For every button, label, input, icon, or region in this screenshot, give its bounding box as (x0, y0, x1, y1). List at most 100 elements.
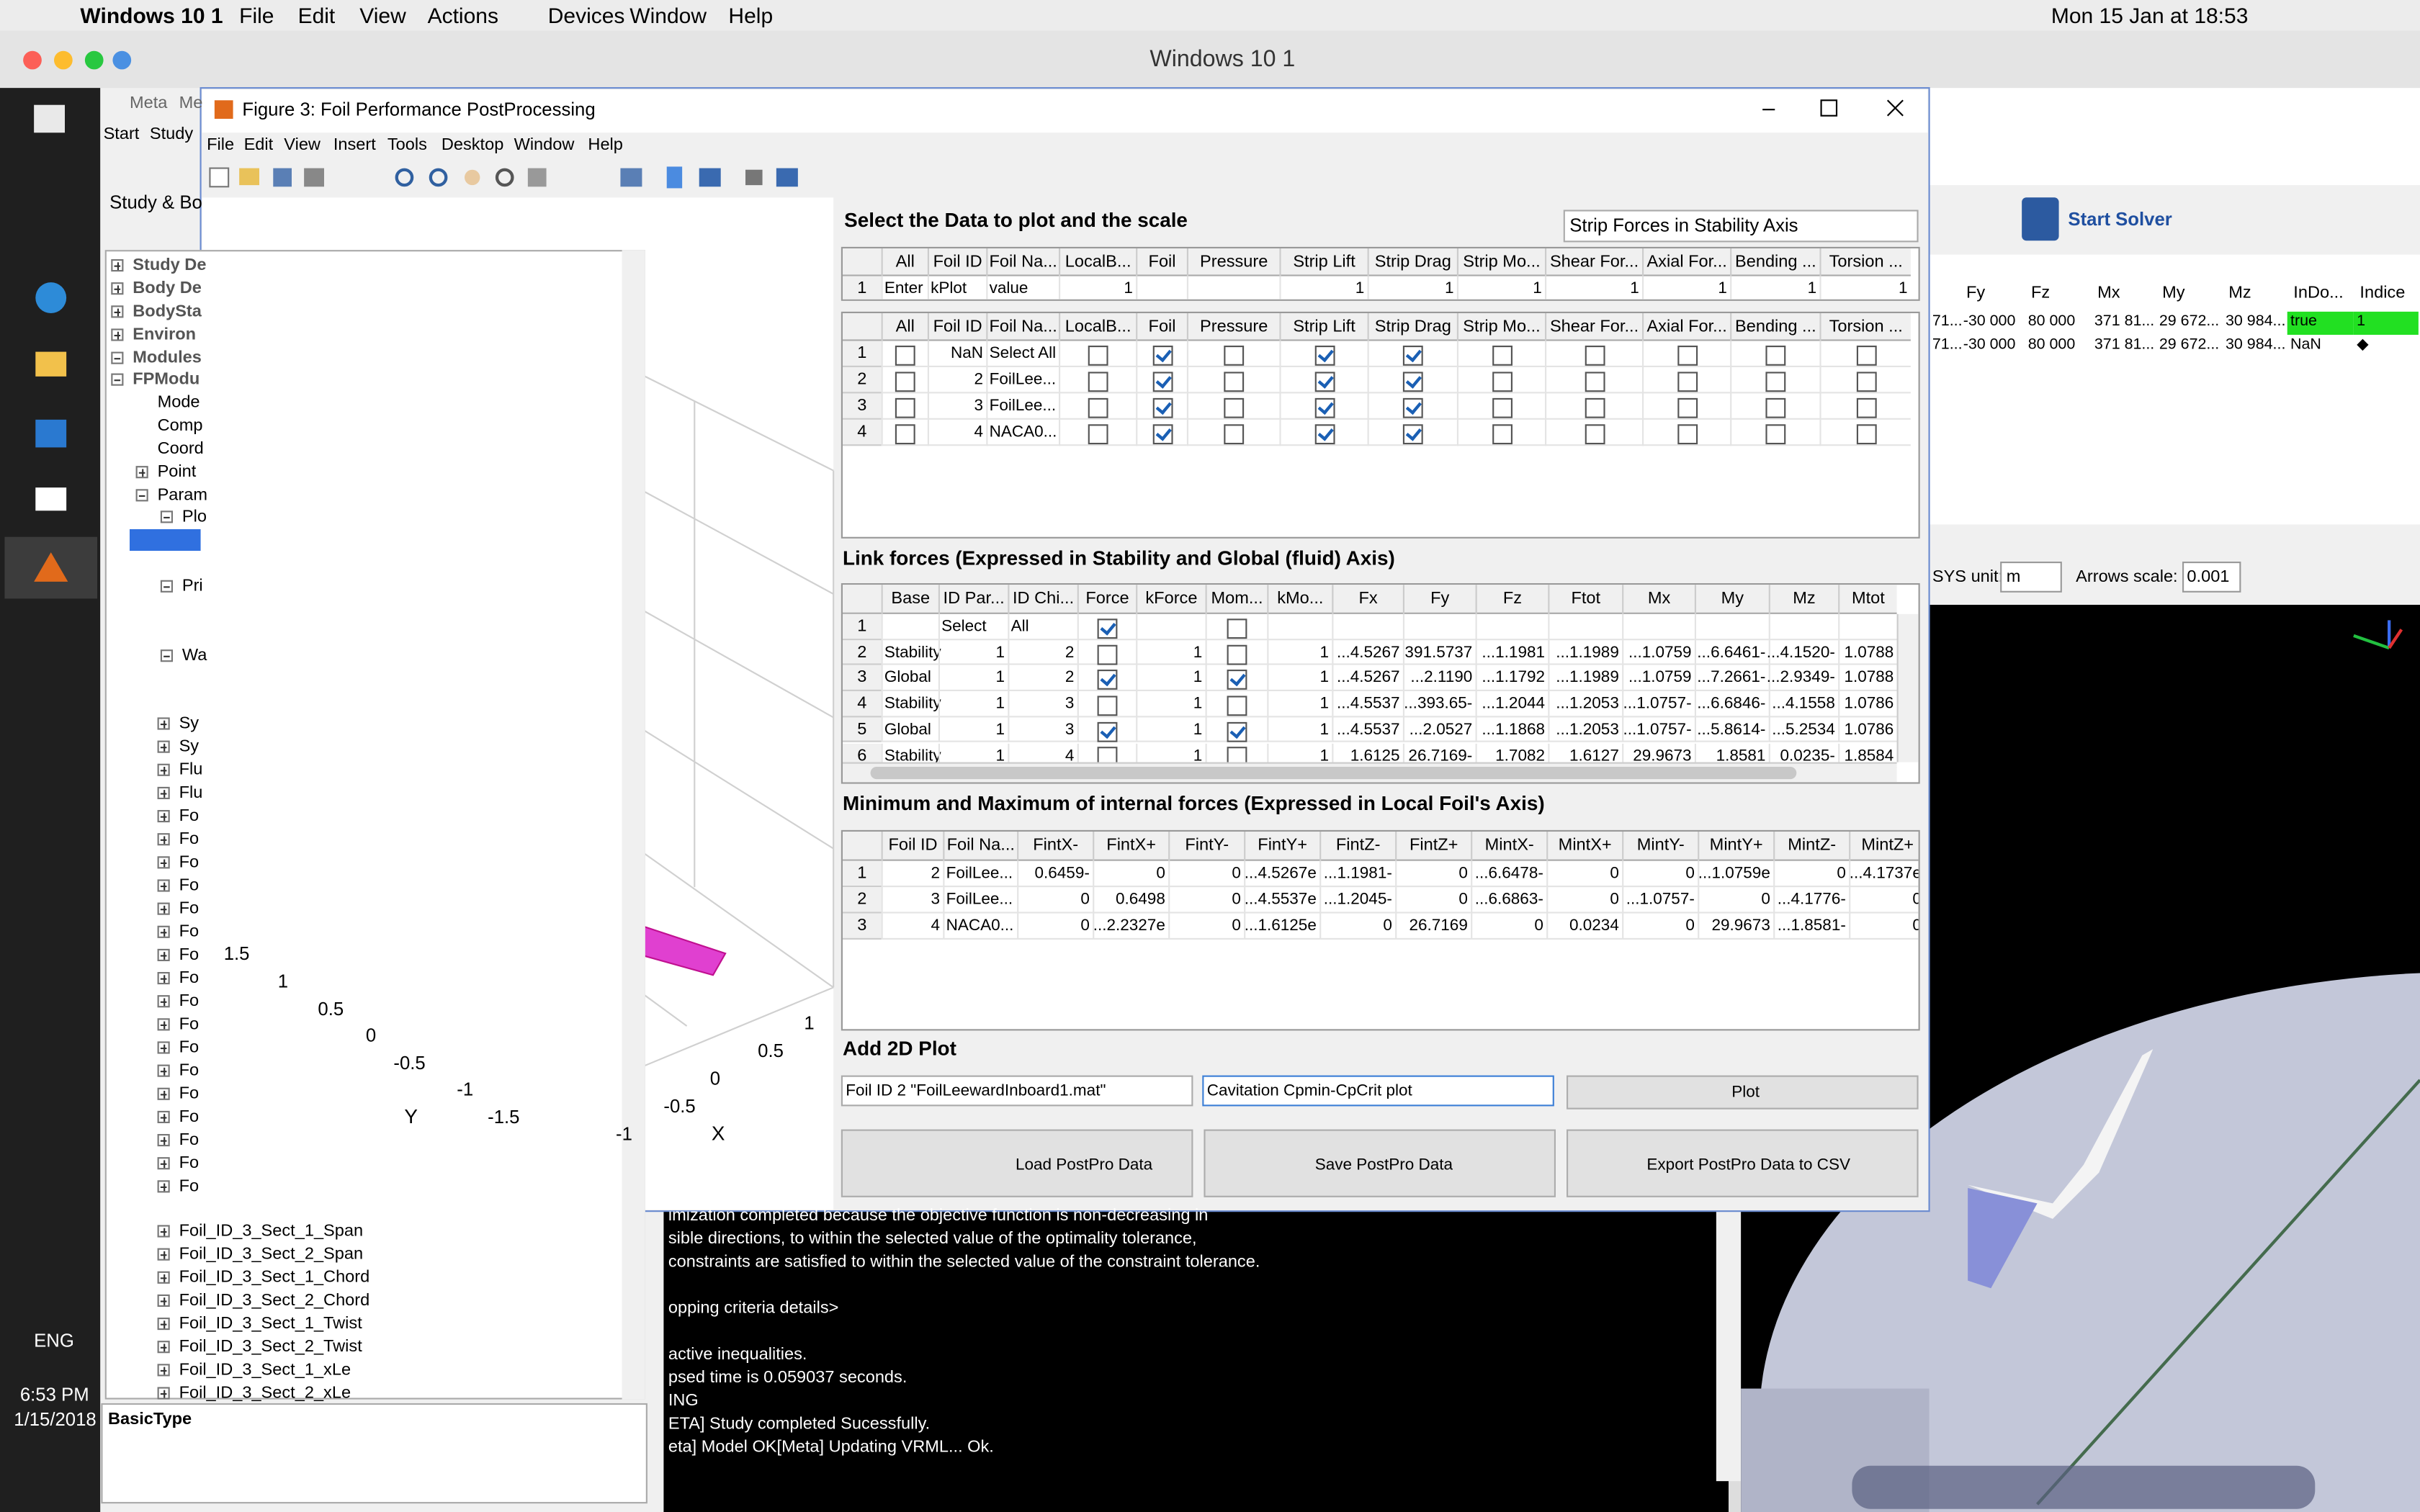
checkbox[interactable] (1088, 397, 1108, 418)
tree-item[interactable]: Foil_ID_3_Sect_2_Chord (179, 1291, 370, 1310)
tree-item[interactable]: Sy (179, 737, 200, 756)
button[interactable] (1567, 1129, 1919, 1197)
button-label[interactable]: Load PostPro Data (1016, 1156, 1153, 1174)
checkbox[interactable] (1677, 346, 1698, 366)
checkbox[interactable] (1765, 397, 1786, 418)
checkbox[interactable] (1097, 644, 1118, 665)
checkbox[interactable] (1088, 346, 1108, 366)
checkbox[interactable] (1855, 397, 1876, 418)
checkbox[interactable] (1402, 372, 1423, 392)
close-dot[interactable] (23, 50, 42, 70)
menu-item[interactable]: Desktop (441, 135, 504, 155)
scale-input[interactable] (2182, 562, 2241, 593)
checkbox[interactable] (1097, 721, 1118, 742)
expander[interactable] (160, 580, 173, 593)
button[interactable] (841, 1129, 1193, 1197)
menu-item[interactable]: Tools (387, 135, 427, 155)
tree-item[interactable]: Plo (182, 508, 207, 526)
menu-item[interactable]: Study (149, 125, 194, 144)
tree-item[interactable]: Fo (179, 1084, 200, 1104)
button-label[interactable]: Plot (1731, 1083, 1760, 1102)
vm-dot[interactable] (112, 50, 132, 70)
checkbox[interactable] (1227, 644, 1247, 665)
tree-item[interactable]: Environ (133, 325, 197, 344)
tree-item[interactable]: Sy (179, 714, 200, 733)
scroll-thumb[interactable] (870, 767, 1797, 780)
min-dot[interactable] (54, 50, 73, 70)
checkbox[interactable] (1855, 346, 1876, 366)
tree-item[interactable]: Foil_ID_3_Sect_2_xLe (179, 1384, 351, 1403)
unit-dropdown[interactable] (2000, 562, 2062, 593)
tree-item[interactable]: Coord (157, 439, 204, 459)
scale-dropdown[interactable] (1563, 210, 1919, 243)
tree-item[interactable]: Param (157, 486, 208, 505)
menu-item[interactable]: File (239, 3, 274, 28)
checkbox[interactable] (1584, 346, 1605, 366)
checkbox[interactable] (1152, 424, 1173, 445)
menu-item[interactable]: File (207, 135, 235, 155)
menu-item[interactable]: Edit (243, 135, 274, 155)
checkbox[interactable] (1677, 372, 1698, 392)
checkbox[interactable] (1402, 424, 1423, 445)
expander[interactable] (111, 351, 124, 364)
tree-item[interactable]: Foil_ID_3_Sect_1_Twist (179, 1314, 362, 1333)
tree-item[interactable]: Fo (179, 1107, 200, 1127)
tree-item[interactable]: Point (157, 462, 197, 482)
checkbox[interactable] (895, 346, 915, 366)
tree-item[interactable]: Fo (179, 829, 200, 849)
maximize[interactable] (1820, 99, 1838, 117)
button[interactable] (1204, 1129, 1556, 1197)
checkbox[interactable] (1227, 721, 1247, 742)
menu-item[interactable]: Insert (333, 135, 376, 155)
checkbox[interactable] (1224, 346, 1245, 366)
checkbox[interactable] (1152, 397, 1173, 418)
tree-item[interactable]: Pri (182, 577, 203, 596)
checkbox[interactable] (1097, 618, 1118, 639)
foil-dropdown[interactable] (841, 1075, 1193, 1107)
checkbox[interactable] (1227, 670, 1247, 690)
edge-icon[interactable] (35, 282, 67, 313)
max-dot[interactable] (84, 50, 104, 70)
tree-item[interactable]: Fo (179, 922, 200, 942)
tree-item[interactable]: Body De (133, 279, 202, 298)
tree-item[interactable]: Fo (179, 1177, 200, 1196)
vertical-scrollbar[interactable] (1896, 613, 1919, 762)
tree-item[interactable]: Study De (133, 256, 207, 275)
checkbox[interactable] (1314, 397, 1335, 418)
tree-item[interactable]: Foil_ID_3_Sect_1_Span (179, 1222, 364, 1241)
tree-item[interactable]: Foil_ID_3_Sect_2_Twist (179, 1337, 362, 1356)
checkbox[interactable] (1152, 372, 1173, 392)
checkbox[interactable] (1584, 372, 1605, 392)
checkbox[interactable] (1088, 372, 1108, 392)
tree-item[interactable]: Fo (179, 806, 200, 826)
tree-item[interactable]: Wa (182, 646, 207, 665)
solver-icon[interactable] (2022, 197, 2059, 241)
menu-item[interactable]: View (284, 135, 321, 155)
tree-item[interactable]: Foil_ID_3_Sect_1_Chord (179, 1268, 370, 1287)
solver-button[interactable]: Start Solver (2068, 208, 2172, 230)
menu-item[interactable]: Help (588, 135, 623, 155)
checkbox[interactable] (1492, 424, 1512, 445)
tree-item[interactable]: Foil_ID_3_Sect_2_Span (179, 1245, 364, 1264)
tree-item[interactable]: Fo (179, 991, 200, 1011)
close[interactable] (1886, 99, 1904, 117)
menu-item[interactable]: View (359, 3, 406, 28)
tree-item[interactable]: Fo (179, 1061, 200, 1080)
tree-item[interactable]: Flu (179, 783, 203, 803)
tree-item[interactable]: Mode (157, 393, 200, 413)
plot-button[interactable] (1567, 1075, 1919, 1110)
menu-item[interactable]: Window (514, 135, 575, 155)
checkbox[interactable] (1224, 372, 1245, 392)
checkbox[interactable] (895, 424, 915, 445)
start-icon[interactable] (34, 104, 65, 133)
checkbox[interactable] (1492, 372, 1512, 392)
checkbox[interactable] (1097, 696, 1118, 716)
tree-item[interactable]: Modules (133, 348, 202, 367)
checkbox[interactable] (1088, 424, 1108, 445)
checkbox[interactable] (1227, 618, 1247, 639)
checkbox[interactable] (1855, 372, 1876, 392)
menu-item[interactable]: Edit (297, 3, 336, 28)
checkbox[interactable] (1492, 346, 1512, 366)
checkbox[interactable] (895, 372, 915, 392)
checkbox[interactable] (1402, 397, 1423, 418)
